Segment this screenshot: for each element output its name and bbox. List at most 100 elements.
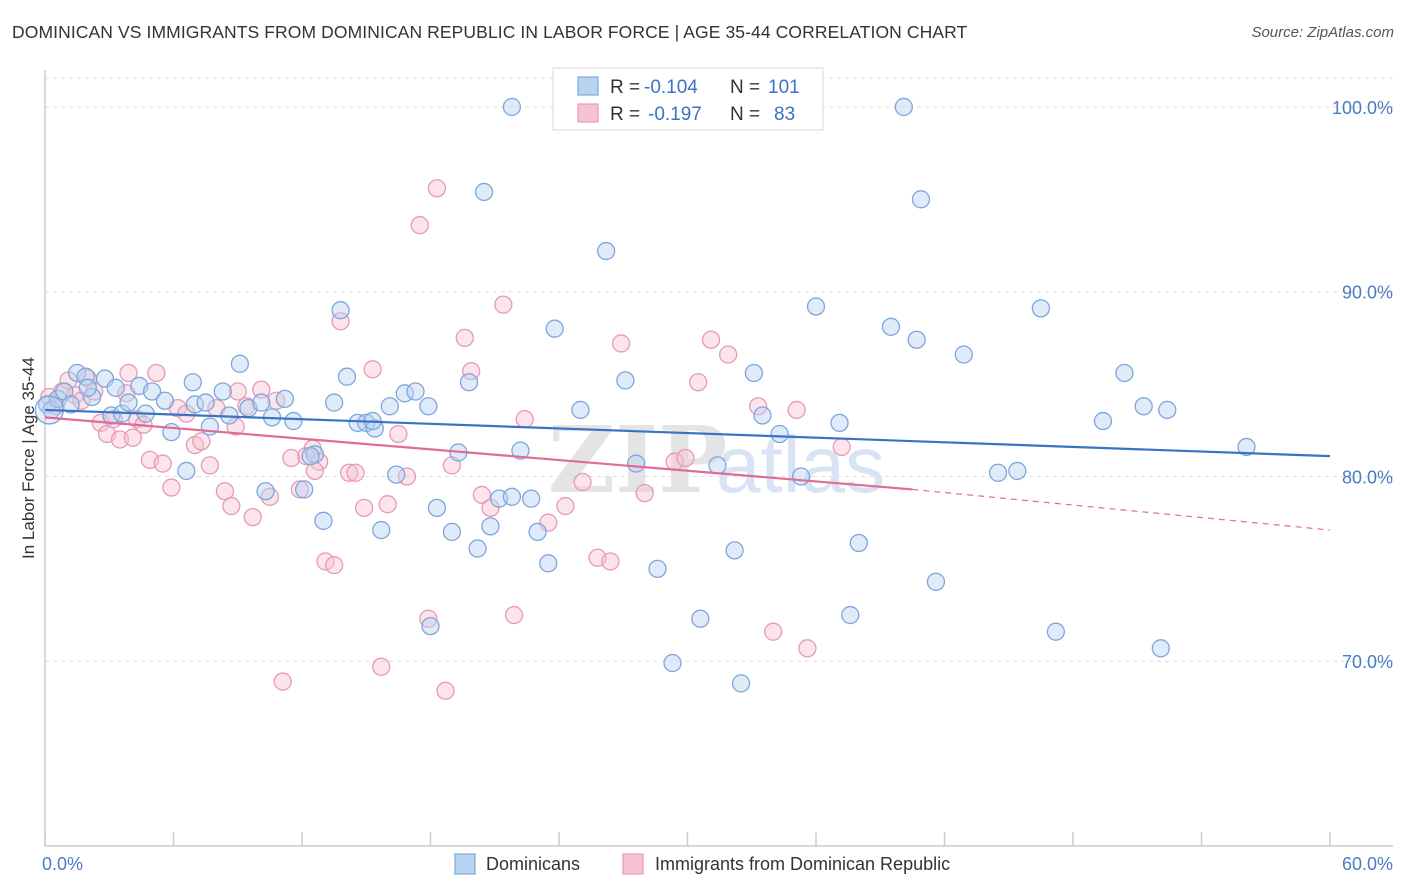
gridlines bbox=[45, 77, 1393, 662]
point-dominicans-65 bbox=[663, 653, 682, 673]
point-dominicans-62 bbox=[616, 371, 635, 390]
point-dominicans-88 bbox=[1115, 363, 1134, 383]
point-dominicans-85 bbox=[1031, 299, 1051, 318]
legend-swatch-blue bbox=[577, 76, 599, 96]
point-dominicans-7 bbox=[82, 387, 102, 407]
point-immigrants-56 bbox=[455, 328, 474, 348]
point-immigrants-30 bbox=[243, 507, 262, 527]
point-immigrants-44 bbox=[346, 463, 365, 482]
point-dominicans-100 bbox=[894, 97, 913, 117]
point-dominicans-73 bbox=[791, 467, 811, 486]
point-immigrants-51 bbox=[410, 216, 429, 235]
y-tick-label-90: 90.0% bbox=[1342, 283, 1393, 303]
point-immigrants-57 bbox=[462, 362, 481, 381]
point-immigrants-62 bbox=[515, 410, 534, 429]
bottom-legend-swatch-dominicans bbox=[454, 853, 476, 875]
point-immigrants-46 bbox=[363, 360, 382, 379]
point-dominicans-33 bbox=[324, 393, 344, 412]
point-immigrants-34 bbox=[273, 672, 292, 691]
point-dominicans-43 bbox=[406, 382, 425, 401]
y-tick-label-70: 70.0% bbox=[1342, 652, 1393, 672]
point-immigrants-58 bbox=[472, 485, 492, 505]
point-immigrants-69 bbox=[635, 483, 654, 503]
point-immigrants-45 bbox=[354, 498, 374, 518]
bottom-legend-label-immigrants: Immigrants from Dominican Republic bbox=[655, 854, 950, 874]
point-dominicans-29 bbox=[284, 411, 303, 431]
legend-n-label-2: N = bbox=[730, 104, 760, 125]
legend-n-value-1: 101 bbox=[768, 77, 800, 98]
point-immigrants-19 bbox=[162, 478, 181, 497]
point-dominicans-18 bbox=[177, 461, 196, 481]
point-dominicans-10 bbox=[106, 378, 125, 397]
point-dominicans-54 bbox=[511, 441, 530, 460]
point-dominicans-56 bbox=[528, 522, 547, 542]
point-dominicans-34 bbox=[331, 301, 350, 320]
point-immigrants-18 bbox=[153, 454, 172, 473]
point-dominicans-76 bbox=[841, 605, 860, 625]
point-immigrants-77 bbox=[787, 400, 806, 420]
legend-r-label-1: R = bbox=[610, 77, 640, 98]
point-immigrants-49 bbox=[389, 424, 408, 444]
point-dominicans-95 bbox=[256, 482, 275, 501]
point-immigrants-47 bbox=[372, 657, 391, 676]
point-dominicans-51 bbox=[481, 517, 500, 536]
point-dominicans-26 bbox=[252, 393, 271, 412]
point-immigrants-48 bbox=[378, 495, 397, 514]
point-dominicans-12 bbox=[119, 393, 138, 412]
watermark: ZIP atlas bbox=[548, 406, 885, 514]
point-dominicans-84 bbox=[1008, 461, 1027, 481]
point-dominicans-91 bbox=[1158, 400, 1177, 420]
point-dominicans-80 bbox=[911, 190, 931, 209]
axes bbox=[44, 70, 1393, 847]
point-dominicans-44 bbox=[419, 397, 438, 416]
point-dominicans-32 bbox=[314, 511, 333, 530]
point-dominicans-35 bbox=[337, 367, 357, 386]
point-dominicans-97 bbox=[183, 373, 202, 392]
legend: R = -0.104 N = 101 R = -0.197 N = 83 bbox=[552, 67, 824, 131]
point-immigrants-54 bbox=[436, 681, 455, 700]
point-dominicans-64 bbox=[648, 559, 667, 579]
point-immigrants-61 bbox=[504, 605, 524, 625]
point-immigrants-53 bbox=[427, 179, 447, 198]
point-immigrants-68 bbox=[611, 334, 631, 353]
point-immigrants-75 bbox=[749, 397, 768, 416]
bottom-legend: Dominicans Immigrants from Dominican Rep… bbox=[454, 853, 950, 875]
series-immigrants-points bbox=[40, 179, 851, 700]
legend-n-label-1: N = bbox=[730, 77, 760, 98]
chart-source: Source: ZipAtlas.com bbox=[1251, 24, 1394, 41]
point-dominicans-75 bbox=[830, 413, 849, 433]
point-dominicans-15 bbox=[142, 382, 162, 401]
point-dominicans-39 bbox=[372, 520, 391, 540]
point-dominicans-69 bbox=[731, 674, 751, 693]
point-immigrants-74 bbox=[719, 345, 738, 364]
y-tick-label-80: 80.0% bbox=[1342, 467, 1393, 487]
point-dominicans-24 bbox=[230, 354, 250, 373]
bottom-legend-swatch-immigrants bbox=[622, 853, 644, 875]
legend-r-value-2: -0.197 bbox=[648, 104, 702, 125]
trend-lines bbox=[44, 408, 1331, 531]
point-dominicans-83 bbox=[988, 463, 1008, 482]
point-dominicans-46 bbox=[442, 522, 462, 542]
y-tick-labels: 70.0% 80.0% 90.0% 100.0% bbox=[1332, 98, 1393, 672]
legend-swatch-pink bbox=[577, 103, 599, 123]
point-dominicans-63 bbox=[626, 454, 646, 473]
point-immigrants-13 bbox=[123, 428, 142, 447]
point-dominicans-6 bbox=[76, 367, 95, 386]
point-dominicans-38 bbox=[365, 419, 384, 438]
point-dominicans-53 bbox=[502, 487, 522, 506]
point-immigrants-28 bbox=[228, 382, 247, 401]
point-dominicans-92 bbox=[1237, 437, 1256, 457]
point-dominicans-30 bbox=[294, 480, 314, 499]
point-dominicans-17 bbox=[162, 422, 181, 442]
legend-r-label-2: R = bbox=[610, 104, 640, 125]
trend-immigrants-extrapolated bbox=[912, 488, 1331, 531]
point-dominicans-81 bbox=[926, 572, 946, 591]
trend-dominicans bbox=[44, 408, 1331, 458]
point-dominicans-60 bbox=[502, 97, 522, 117]
point-immigrants-80 bbox=[226, 417, 245, 436]
point-immigrants-79 bbox=[832, 437, 851, 457]
point-dominicans-89 bbox=[1134, 397, 1153, 416]
point-dominicans-55 bbox=[522, 489, 541, 508]
point-dominicans-90 bbox=[1151, 639, 1170, 658]
point-dominicans-77 bbox=[849, 533, 868, 553]
